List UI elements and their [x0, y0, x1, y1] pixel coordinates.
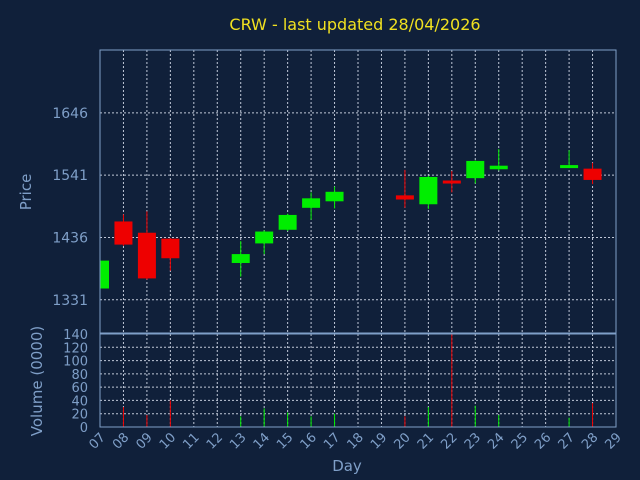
price-tick-labels: 1331 1436 1541 1646 [52, 106, 88, 309]
candle-body-10 [161, 238, 180, 259]
volume-tick-0: 0 [80, 421, 88, 436]
candle-body-28 [583, 168, 602, 180]
volume-tick-20: 20 [71, 408, 88, 423]
candle-body-17 [325, 191, 344, 202]
candle-body-13 [231, 254, 250, 263]
volume-tick-100: 100 [63, 355, 88, 370]
volume-tick-80: 80 [71, 368, 88, 383]
candle-body-24 [489, 165, 508, 170]
candle-body-09 [137, 232, 156, 279]
candle-body-21 [419, 176, 438, 205]
volume-bars [122, 334, 594, 427]
candle-body-16 [302, 198, 321, 208]
candle-body-27 [560, 165, 579, 169]
volume-tick-120: 120 [63, 341, 88, 356]
price-panel-frame [99, 49, 617, 334]
candle-body-14 [255, 231, 274, 244]
price-tick-1541: 1541 [52, 168, 88, 184]
price-tick-1436: 1436 [52, 230, 88, 246]
x-axis-label: Day [332, 457, 362, 475]
volume-tick-40: 40 [71, 394, 88, 409]
volume-gridlines [99, 334, 617, 427]
volume-panel-frame [99, 333, 617, 428]
candle-body-08 [114, 221, 133, 245]
candle-body-15 [278, 214, 297, 230]
candle-body-20 [395, 195, 414, 200]
volume-axis-label: Volume (0000) [28, 326, 46, 436]
price-axis-label: Price [17, 174, 35, 211]
volume-tick-60: 60 [71, 381, 88, 396]
candle-body-23 [466, 160, 485, 179]
volume-tick-140: 140 [63, 328, 88, 343]
chart-title: CRW - last updated 28/04/2026 [229, 15, 480, 34]
x-tick-labels: 07 08 09 10 11 12 13 14 15 16 17 18 19 20 21 22 23 24 25 26… [87, 430, 625, 452]
candle-body-07 [100, 260, 109, 289]
price-tick-1646: 1646 [52, 106, 88, 122]
candle-body-22 [442, 180, 461, 184]
price-tick-1331: 1331 [52, 293, 88, 309]
candles [99, 149, 602, 290]
